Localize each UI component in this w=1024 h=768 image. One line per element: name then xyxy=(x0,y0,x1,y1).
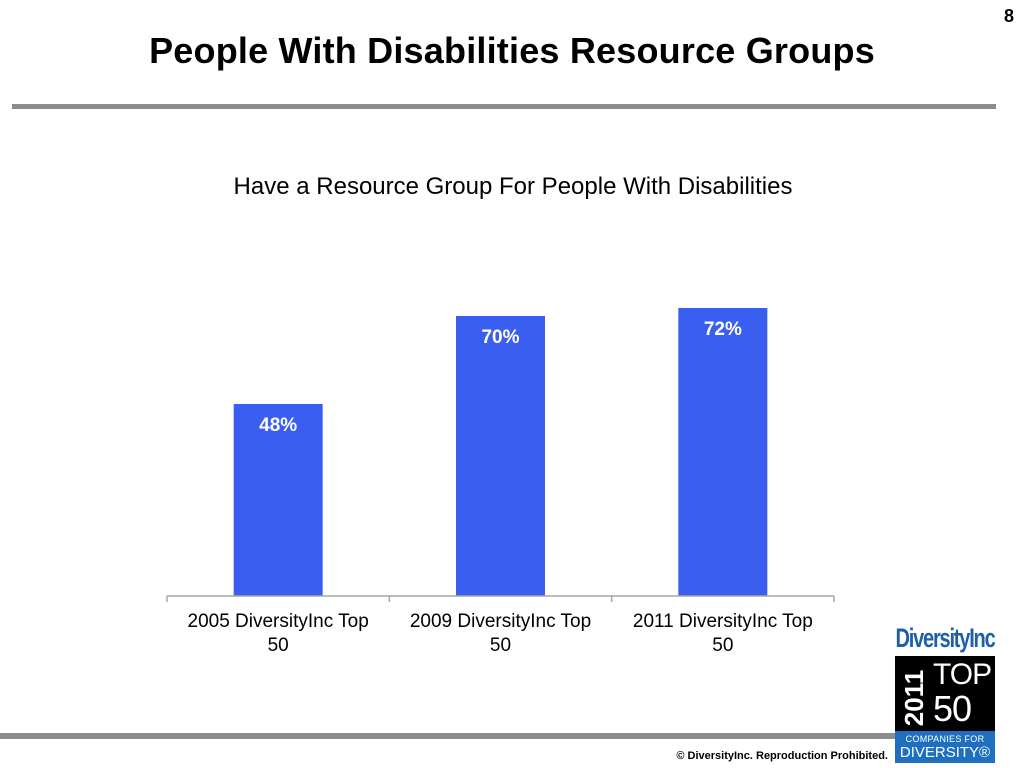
data-label-1: 70% xyxy=(481,327,519,348)
x-tick-label-0: 2005 DiversityInc Top 50 xyxy=(188,611,369,656)
page-number: 8 xyxy=(1003,6,1014,26)
bars-group: 48% 70% 72% xyxy=(233,308,768,596)
x-axis xyxy=(166,595,835,602)
data-label-0: 48% xyxy=(259,415,297,436)
title-divider xyxy=(12,104,996,109)
data-label-2: 72% xyxy=(704,319,742,340)
logo-brand-text: DiversityInc xyxy=(895,624,996,654)
diversityinc-top50-logo: DiversityInc 2011 TOP 50 COMPANIES FOR D… xyxy=(895,624,996,763)
logo-top-text: TOP xyxy=(933,658,992,691)
logo-year: 2011 xyxy=(899,669,929,727)
logo-body: 2011 TOP 50 COMPANIES FOR DIVERSITY® xyxy=(895,656,995,763)
footer-divider xyxy=(0,733,896,739)
logo-brand-area: DiversityInc xyxy=(895,624,996,656)
logo-diversity: DIVERSITY® xyxy=(899,744,991,761)
x-tick-label-2: 2011 DiversityInc Top 50 xyxy=(633,611,813,656)
logo-band: COMPANIES FOR DIVERSITY® xyxy=(895,731,995,763)
chart-title: Have a Resource Group For People With Di… xyxy=(234,173,793,200)
bar-0 xyxy=(233,404,323,596)
x-tick-label-1: 2009 DiversityInc Top 50 xyxy=(410,611,591,656)
bar-1 xyxy=(456,316,545,596)
bar-2 xyxy=(678,308,768,596)
slide-title: People With Disabilities Resource Groups xyxy=(149,30,875,71)
x-tick-labels: 2005 DiversityInc Top 50 2009 DiversityInc… xyxy=(188,611,813,656)
logo-companies-for: COMPANIES FOR xyxy=(905,734,985,744)
copyright-notice: © DiversityInc. Reproduction Prohibited. xyxy=(676,750,888,762)
logo-fifty-text: 50 xyxy=(933,688,972,729)
